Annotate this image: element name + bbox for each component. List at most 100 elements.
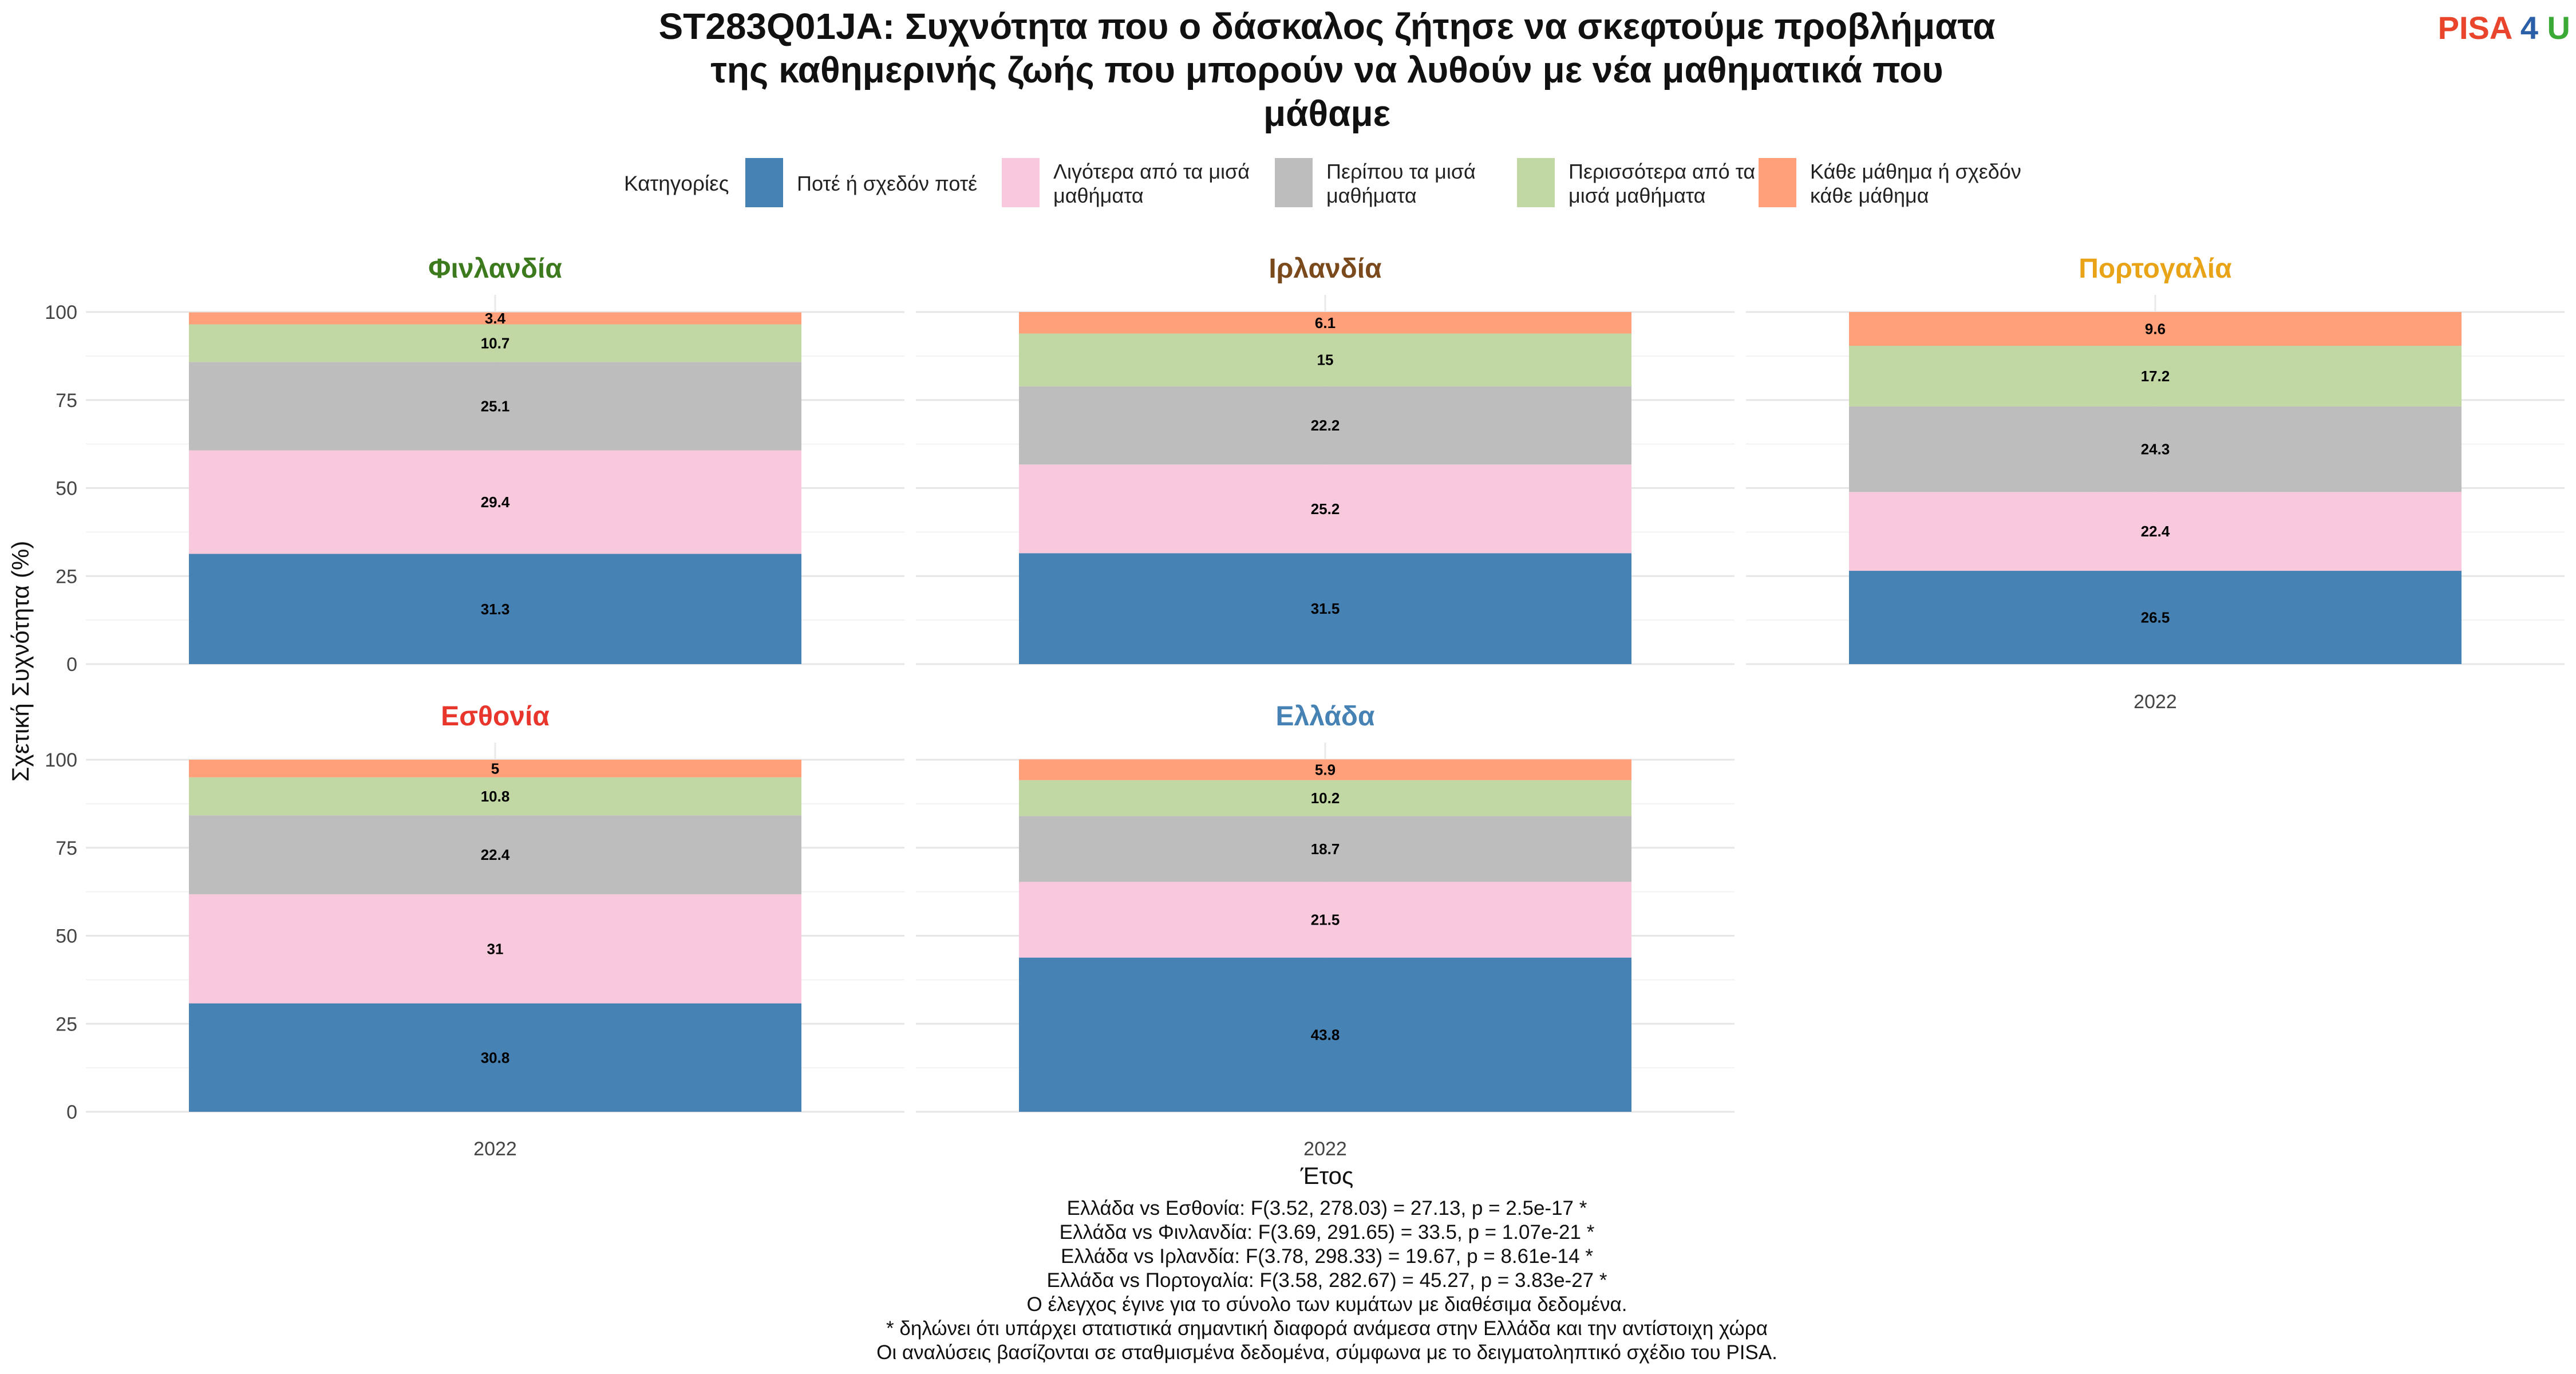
legend-label: Λιγότερα από τα μισά <box>1053 160 1250 183</box>
legend-label: Ποτέ ή σχεδόν ποτέ <box>797 172 977 195</box>
legend-swatch <box>1517 158 1555 207</box>
data-label: 3.4 <box>485 310 506 327</box>
bar-segment <box>1019 816 1631 882</box>
legend-swatch <box>1002 158 1040 207</box>
data-label: 9.6 <box>2145 321 2166 338</box>
bar-segment <box>189 554 801 664</box>
facet-panel: Πορτογαλία 26.5 22.4 24.3 17.2 9.6 2022 <box>1746 254 2565 713</box>
title-line: της καθημερινής ζωής που μπορούν να λυθο… <box>710 49 1943 90</box>
pisa4u-logo: PISA 4 U <box>2438 10 2570 46</box>
bar-segment <box>189 815 801 894</box>
bar-segment <box>1849 406 2462 492</box>
data-label: 31.3 <box>481 601 510 618</box>
data-label: 5 <box>491 760 499 777</box>
data-label: 24.3 <box>2141 441 2170 458</box>
bar-segment <box>1019 386 1631 465</box>
panel-title: Πορτογαλία <box>2079 254 2232 284</box>
bar-segment <box>1019 333 1631 386</box>
y-tick-label: 75 <box>56 838 77 859</box>
y-tick-label: 0 <box>66 1101 77 1123</box>
data-label: 5.9 <box>1315 761 1336 779</box>
y-axis-title: Σχετική Συχνότητα (%) <box>7 541 34 782</box>
data-label: 30.8 <box>481 1049 510 1066</box>
data-label: 21.5 <box>1311 911 1340 929</box>
caption-line: Οι αναλύσεις βασίζονται σε σταθμισμένα δ… <box>876 1341 1777 1364</box>
caption: Ελλάδα vs Εσθονία: F(3.52, 278.03) = 27.… <box>876 1197 1777 1364</box>
legend-swatch <box>745 158 783 207</box>
legend-label: Περίπου τα μισά <box>1326 160 1476 183</box>
x-tick-label: 2022 <box>2134 691 2177 713</box>
facet-panel: Ιρλανδία 31.5 25.2 22.2 15 6.1 <box>916 254 1735 665</box>
logo-text-c: U <box>2547 10 2570 46</box>
title-line: ST283Q01JA: Συχνότητα που ο δάσκαλος ζήτ… <box>658 6 1995 47</box>
data-label: 22.4 <box>2141 523 2170 540</box>
bar-segment <box>189 777 801 816</box>
y-tick-label: 50 <box>56 926 77 947</box>
facet-panels: Φινλανδία025507510031.329.425.110.73.4Ιρ… <box>45 254 2565 1160</box>
bar-segment <box>1019 464 1631 554</box>
caption-line: Ελλάδα vs Φινλανδία: F(3.69, 291.65) = 3… <box>1060 1221 1595 1243</box>
caption-line: Ελλάδα vs Ιρλανδία: F(3.78, 298.33) = 19… <box>1061 1245 1593 1268</box>
legend-label: κάθε μάθημα <box>1810 184 1929 207</box>
bar-segment <box>189 760 801 777</box>
legend: Κατηγορίες Ποτέ ή σχεδόν ποτέ Λιγότερα απ… <box>624 158 2021 207</box>
bar-segment <box>189 324 801 362</box>
x-tick-label: 2022 <box>1303 1138 1347 1160</box>
bar-segment <box>189 312 801 325</box>
caption-line: Ελλάδα vs Πορτογαλία: F(3.58, 282.67) = … <box>1047 1269 1607 1292</box>
logo-text-a: PISA <box>2438 10 2512 46</box>
caption-line: Ο έλεγχος έγινε για το σύνολο των κυμάτω… <box>1027 1293 1627 1316</box>
data-label: 22.4 <box>481 846 510 863</box>
bar-segment <box>1849 346 2462 406</box>
data-label: 31.5 <box>1311 600 1340 617</box>
facet-panel: Εσθονία 0 25 50 75 100 30.8 31 22.4 10.8 5 2022 <box>45 701 904 1160</box>
y-tick-label: 50 <box>56 478 77 500</box>
legend-label: μαθήματα <box>1053 184 1144 207</box>
bar-segment <box>1849 571 2462 664</box>
y-tick-label: 0 <box>66 654 77 676</box>
logo-text-b: 4 <box>2520 10 2538 46</box>
title-line: μάθαμε <box>1263 93 1390 134</box>
bar-segment <box>189 450 801 554</box>
data-label: 43.8 <box>1311 1026 1340 1043</box>
data-label: 25.2 <box>1311 500 1340 518</box>
data-label: 6.1 <box>1315 314 1336 331</box>
data-label: 17.2 <box>2141 368 2170 385</box>
bar-segment <box>189 362 801 451</box>
data-label: 25.1 <box>481 398 510 415</box>
panel-title: Ιρλανδία <box>1269 254 1382 284</box>
y-tick-label: 75 <box>56 390 77 412</box>
data-label: 31 <box>487 940 504 957</box>
legend-swatch <box>1759 158 1796 207</box>
facet-panel: Φινλανδία 0 25 50 75 100 31.3 29.4 25.1 10.7 3.4 <box>45 254 904 676</box>
panel-title: Εσθονία <box>441 701 550 732</box>
caption-line: * δηλώνει ότι υπάρχει στατιστικά σημαντι… <box>886 1317 1768 1340</box>
y-tick-label: 100 <box>45 749 77 771</box>
data-label: 10.2 <box>1311 789 1340 807</box>
panel-title: Φινλανδία <box>428 254 562 284</box>
y-tick-label: 100 <box>45 302 77 323</box>
data-label: 26.5 <box>2141 609 2170 626</box>
legend-label: Περισσότερα από τα <box>1568 160 1755 183</box>
bar-segment <box>1019 957 1631 1112</box>
legend-label: μισά μαθήματα <box>1568 184 1705 207</box>
bar-segment <box>189 1003 801 1112</box>
chart-title: ST283Q01JA: Συχνότητα που ο δάσκαλος ζήτ… <box>658 6 1995 134</box>
legend-label: Κάθε μάθημα ή σχεδόν <box>1810 160 2021 183</box>
y-tick-label: 25 <box>56 1013 77 1035</box>
x-tick-label: 2022 <box>473 1138 517 1160</box>
legend-label: μαθήματα <box>1326 184 1417 207</box>
bar-segment <box>1019 780 1631 816</box>
data-label: 22.2 <box>1311 417 1340 434</box>
data-label: 10.8 <box>481 788 510 805</box>
panel-title: Ελλάδα <box>1276 701 1375 732</box>
bar-segment <box>1849 312 2462 346</box>
bar-segment <box>1019 553 1631 664</box>
legend-swatch <box>1275 158 1313 207</box>
data-label: 10.7 <box>481 334 510 352</box>
bar-segment <box>1019 312 1631 334</box>
data-label: 15 <box>1317 352 1334 369</box>
facet-panel: Ελλάδα 43.8 21.5 18.7 10.2 5.9 2022 <box>916 701 1735 1160</box>
data-label: 18.7 <box>1311 840 1340 858</box>
